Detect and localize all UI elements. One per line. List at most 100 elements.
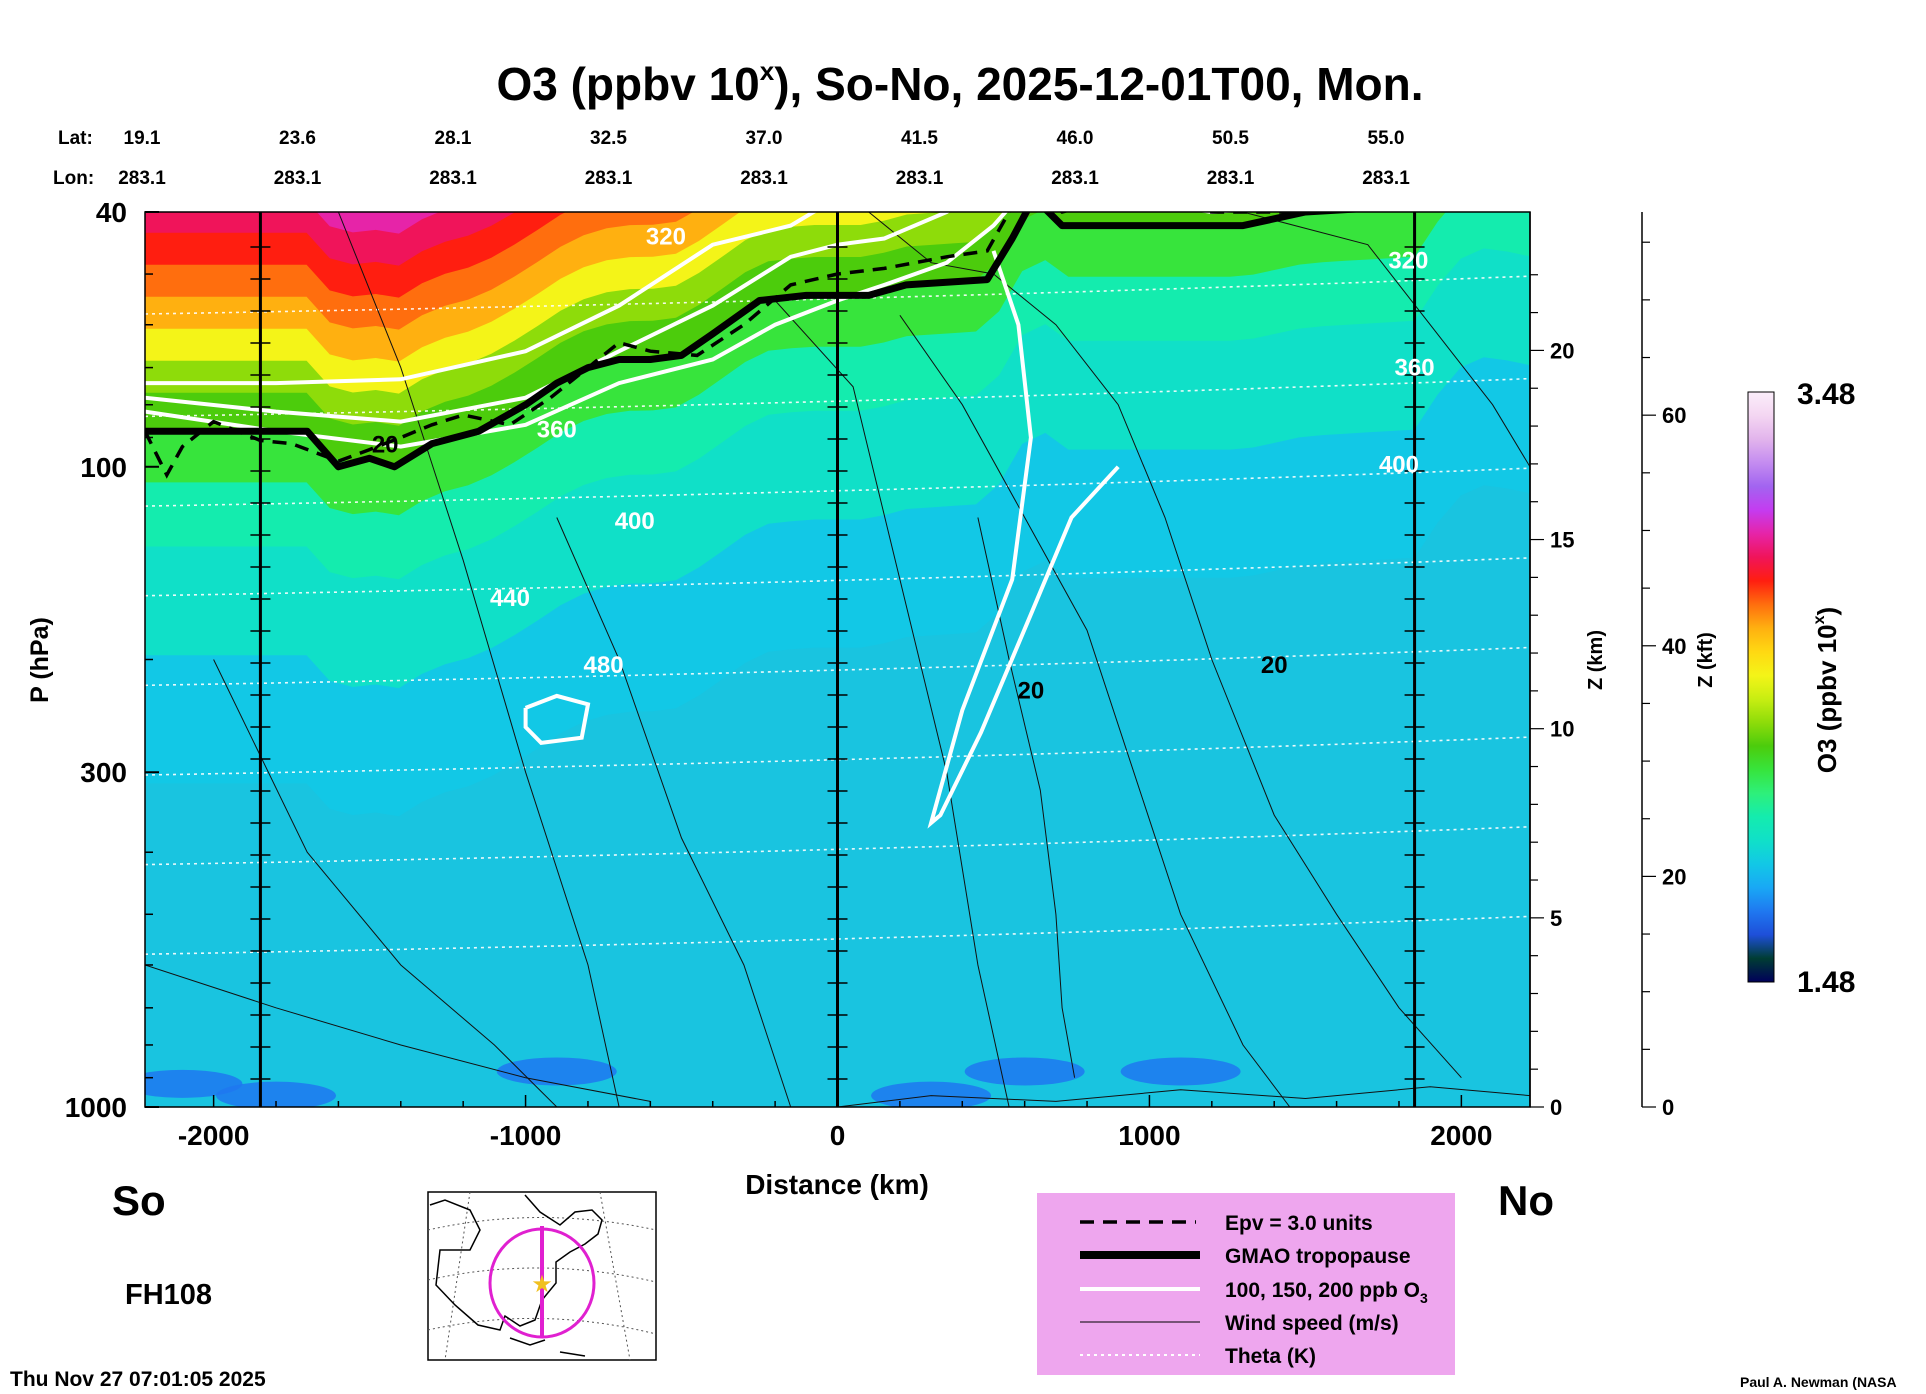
ozone-field — [145, 132, 1530, 1107]
colorbar-title-end: ) — [1812, 607, 1842, 616]
o3-intrusion-contour — [927, 250, 1120, 829]
credit: Paul A. Newman (NASA — [1740, 1374, 1897, 1390]
colorbar: 3.48 1.48 O3 (ppbv 10x) — [1747, 378, 1855, 999]
section-vertical-lines — [250, 212, 1425, 1107]
plot-area: 2020206040202048044040036032040036032028… — [145, 60, 1530, 1107]
x-axis-title: Distance (km) — [745, 1169, 929, 1200]
wind-contour — [337, 212, 620, 1107]
theta-contour-label: 360 — [1395, 354, 1435, 381]
lat-tick-label: 41.5 — [901, 128, 938, 149]
lat-tick-label: 32.5 — [590, 128, 627, 149]
inset-map-graticule — [427, 1191, 657, 1361]
inset-map: ★ — [427, 1191, 657, 1361]
theta-contour-label: 440 — [490, 585, 530, 612]
wind-contour — [213, 659, 558, 1107]
lat-lon-ticks: 19.1 23.6 28.1 32.5 37.0 41.5 46.0 50.5 55.0 283.… — [118, 128, 1410, 189]
low-ozone-patch — [871, 1081, 992, 1107]
wind-contour-label: 60 — [949, 177, 976, 204]
x-tick-label: 1000 — [1118, 1120, 1180, 1151]
z-kft-tick-label: 20 — [1662, 864, 1686, 889]
legend-wind-label: Wind speed (m/s) — [1225, 1312, 1399, 1335]
wind-contour — [1242, 212, 1530, 468]
ozone-band — [145, 132, 1530, 207]
o3-ppb-contour — [145, 212, 1239, 449]
y-tick-label: 100 — [80, 452, 127, 483]
timestamp: Thu Nov 27 07:01:05 2025 — [10, 1368, 266, 1391]
lon-tick-label: 283.1 — [1207, 168, 1255, 189]
lon-tick-label: 283.1 — [429, 168, 477, 189]
z-km-tick-label: 10 — [1550, 717, 1574, 742]
legend-o3-prefix: 100, 150, 200 ppb O — [1225, 1279, 1420, 1302]
wind-contour — [556, 517, 792, 1107]
legend-tropopause-label: GMAO tropopause — [1225, 1245, 1411, 1268]
z-kft-axis: 0 20 40 60 — [1641, 212, 1686, 1120]
lon-tick-label: 283.1 — [1051, 168, 1099, 189]
x-tick-label: 2000 — [1430, 1120, 1492, 1151]
z-km-tick-label: 20 — [1550, 338, 1574, 363]
colorbar-min-label: 1.48 — [1797, 966, 1855, 999]
z-kft-axis-title: Z (kft) — [1695, 632, 1717, 688]
legend-o3-sub: 3 — [1420, 1290, 1428, 1306]
legend: Epv = 3.0 units GMAO tropopause 100, 150… — [1037, 1193, 1455, 1375]
lat-tick-label: 50.5 — [1212, 128, 1249, 149]
wind-speed-contours — [145, 212, 1530, 1107]
lat-tick-label: 55.0 — [1368, 128, 1405, 149]
wind-contour-label: 20 — [1261, 652, 1288, 679]
theta-contour-label: 320 — [646, 224, 686, 251]
o3-ppb-contour — [145, 212, 818, 386]
z-km-axis: 0 5 10 15 20 — [1529, 212, 1574, 1120]
wind-contour-label: 20 — [325, 60, 352, 87]
x-tick-label: -1000 — [490, 1120, 562, 1151]
gmao-tropopause — [145, 212, 1365, 471]
colorbar-max-label: 3.48 — [1797, 378, 1855, 411]
title-superscript: x — [760, 56, 775, 86]
lat-tick-label: 23.6 — [279, 128, 316, 149]
theta-contour — [145, 212, 169, 213]
forecast-hour: FH108 — [125, 1279, 212, 1311]
wind-contour — [774, 300, 1010, 1107]
y-tick-label: 40 — [96, 197, 127, 228]
inset-map-star-icon: ★ — [531, 1271, 553, 1298]
south-label: So — [112, 1177, 166, 1224]
theta-contour-label: 320 — [1388, 247, 1428, 274]
lon-tick-label: 283.1 — [274, 168, 322, 189]
ozone-band — [145, 132, 1530, 207]
z-km-axis-title: Z (km) — [1585, 630, 1607, 690]
z-kft-tick-label: 60 — [1662, 403, 1686, 428]
low-ozone-patch — [216, 1081, 336, 1107]
ozone-band — [145, 212, 516, 266]
wind-contour — [145, 964, 651, 1102]
wind-contour — [837, 1086, 1530, 1107]
wind-contour — [868, 212, 1462, 1079]
tropopause-lines — [145, 212, 1365, 479]
colorbar-title-main: O3 (ppbv 10 — [1812, 624, 1842, 773]
epv-contour — [145, 212, 1319, 479]
contour-labels: 2020206040202048044040036032040036032028… — [325, 60, 1435, 705]
ozone-band — [145, 132, 1530, 207]
chart-title: O3 (ppbv 10x), So-No, 2025-12-01T00, Mon… — [496, 56, 1423, 110]
y-axis-title: P (hPa) — [26, 617, 54, 703]
y-tick-label: 300 — [80, 757, 127, 788]
theta-contour-label: 400 — [615, 508, 655, 535]
ozone-band — [145, 132, 1530, 207]
low-ozone-patch — [496, 1057, 617, 1086]
z-km-tick-label: 15 — [1550, 528, 1574, 553]
low-ozone-patch — [1120, 1057, 1241, 1086]
wind-contour-label: 20 — [1018, 677, 1045, 704]
x-axis: -2000 -1000 0 1000 2000 — [178, 1095, 1493, 1151]
inset-map-coastline — [429, 1194, 603, 1357]
z-km-tick-label: 5 — [1550, 906, 1562, 931]
theta-contour-label: 480 — [584, 652, 624, 679]
y-tick-label: 1000 — [65, 1092, 127, 1123]
lon-tick-label: 283.1 — [118, 168, 166, 189]
legend-theta-label: Theta (K) — [1225, 1345, 1316, 1368]
title-main: O3 (ppbv 10 — [496, 58, 759, 110]
wind-contour — [899, 315, 1291, 1107]
lon-tick-label: 283.1 — [740, 168, 788, 189]
o3-ppb-contour — [145, 212, 951, 424]
lat-tick-label: 28.1 — [435, 128, 472, 149]
lon-tick-label: 283.1 — [1362, 168, 1410, 189]
wind-contour — [977, 517, 1076, 1078]
colorbar-title: O3 (ppbv 10x) — [1811, 607, 1842, 773]
ozone-band — [145, 132, 1530, 207]
